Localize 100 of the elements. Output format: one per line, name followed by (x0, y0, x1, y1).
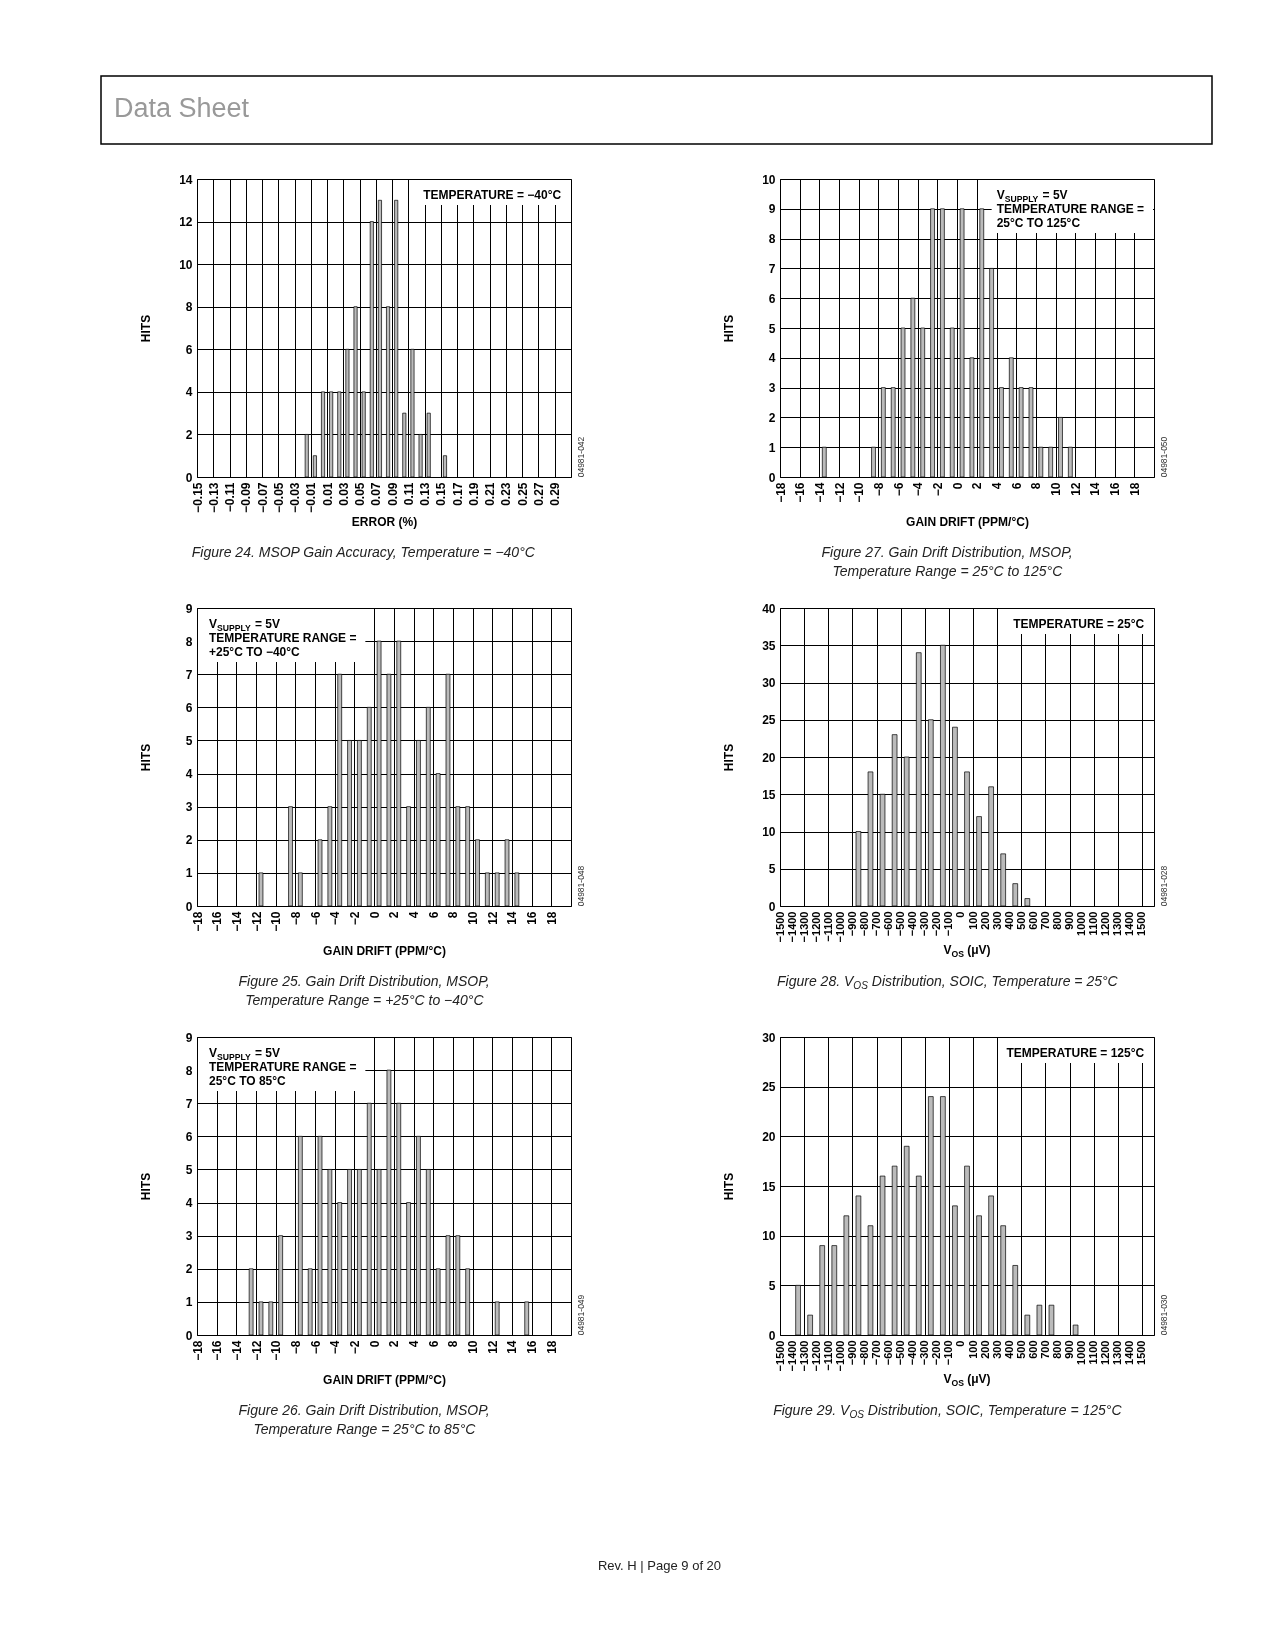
x-tick-label: 0.07 (369, 482, 384, 506)
x-tick-label: −12 (249, 1340, 264, 1361)
x-tick-label: 800 (1050, 911, 1063, 930)
x-tick-label: 0 (954, 1340, 967, 1347)
x-tick-label: −0.13 (206, 482, 221, 513)
x-tick-label: −600 (882, 911, 895, 937)
caption: Figure 26. Gain Drift Distribution, MSOP, Temperature Range = 25°C to 85°C (238, 1402, 490, 1437)
x-tick-label: 0 (367, 1340, 382, 1348)
x-tick-label: 14 (505, 911, 520, 925)
y-tick-label: 20 (762, 750, 776, 765)
x-tick-label: 10 (466, 1340, 481, 1354)
text: 04981-030 (1159, 1294, 1169, 1336)
y-tick-label: 3 (768, 381, 776, 396)
x-tick-label: −10 (269, 1340, 284, 1361)
y-tick-label: 25 (762, 713, 776, 728)
y-tick-label: 25 (762, 1080, 776, 1095)
caption: Figure 24. MSOP Gain Accuracy, Temperature = −40°C (191, 544, 536, 560)
y-tick-label: 5 (185, 733, 193, 748)
y-axis-title: HITS (138, 314, 153, 343)
x-tick-label: 12 (1068, 482, 1083, 496)
x-tick-label: −6 (891, 482, 906, 497)
x-tick-label: −18 (773, 482, 788, 503)
x-tick-label: 700 (1038, 1340, 1051, 1359)
x-tick-label: −700 (870, 911, 883, 937)
x-tick-label: −1500 (773, 911, 786, 943)
x-tick-label: −12 (832, 482, 847, 503)
x-tick-label: −800 (857, 911, 870, 937)
y-tick-label: 10 (762, 1229, 776, 1244)
x-tick-label: 0.13 (418, 482, 433, 506)
x-tick-label: 1500 (1135, 1340, 1148, 1365)
x-tick-label: −16 (210, 911, 225, 932)
y-tick-label: 5 (185, 1162, 193, 1177)
x-tick-label: 4 (407, 911, 422, 919)
x-tick-label: 1400 (1123, 1340, 1136, 1365)
x-tick-label: 600 (1026, 1340, 1039, 1359)
x-tick-label: −1200 (809, 911, 822, 943)
y-axis-title: HITS (138, 1172, 153, 1201)
y-tick-label: 1 (185, 1295, 193, 1310)
x-tick-label: 0.29 (548, 482, 563, 506)
caption: Figure 27. Gain Drift Distribution, MSOP, Temperature Range = 25°C to 125°C (821, 544, 1073, 579)
x-tick-label: 1400 (1123, 911, 1136, 936)
x-tick-label: −0.01 (304, 482, 319, 513)
x-tick-label: 16 (525, 911, 540, 925)
x-tick-label: 8 (446, 911, 461, 919)
x-tick-label: 6 (426, 1340, 441, 1348)
y-tick-label: 8 (768, 232, 776, 247)
x-tick-label: −0.11 (223, 482, 238, 513)
x-tick-label: −0.05 (271, 482, 286, 513)
x-tick-label: 300 (990, 1340, 1003, 1359)
caption: Figure 25. Gain Drift Distribution, MSOP, Temperature Range = +25°C to −40°C (238, 973, 490, 1008)
x-tick-label: 14 (1088, 482, 1103, 496)
x-tick-label: 6 (426, 911, 441, 919)
x-tick-label: −8 (288, 911, 303, 926)
x-tick-label: −16 (210, 1340, 225, 1361)
x-tick-label: 0.23 (499, 482, 514, 506)
x-tick-label: 18 (1127, 482, 1142, 496)
x-tick-label: 10 (466, 911, 481, 925)
x-tick-label: 100 (966, 911, 979, 930)
x-tick-label: −18 (190, 911, 205, 932)
x-tick-label: −8 (871, 482, 886, 497)
x-tick-label: 900 (1063, 1340, 1076, 1359)
y-tick-label: 6 (185, 1129, 193, 1144)
x-tick-label: 2 (970, 482, 985, 490)
x-tick-label: 12 (485, 911, 500, 925)
y-tick-label: 15 (762, 1179, 776, 1194)
x-tick-label: −0.09 (239, 482, 254, 513)
y-tick-label: 9 (768, 202, 776, 217)
x-tick-label: 200 (978, 911, 991, 930)
x-tick-label: −14 (229, 1340, 244, 1361)
x-tick-label: −2 (347, 1340, 362, 1355)
x-tick-label: 0.25 (515, 482, 530, 506)
y-axis-title: HITS (721, 1172, 736, 1201)
x-tick-label: 300 (990, 911, 1003, 930)
x-tick-label: −1100 (821, 911, 834, 942)
y-tick-label: 7 (185, 1096, 193, 1111)
y-tick-label: 6 (768, 291, 776, 306)
x-tick-label: −6 (308, 1340, 323, 1355)
x-tick-label: −700 (870, 1340, 883, 1366)
x-tick-label: −18 (190, 1340, 205, 1361)
x-axis-title: GAIN DRIFT (PPM/°C) (323, 1372, 446, 1387)
x-tick-label: −1500 (773, 1340, 786, 1372)
x-tick-label: −100 (942, 911, 955, 937)
x-tick-label: 0.17 (450, 482, 465, 506)
x-tick-label: 0.09 (385, 482, 400, 506)
x-tick-label: 16 (1108, 482, 1123, 496)
y-tick-label: 35 (762, 638, 776, 653)
x-tick-label: −800 (857, 1340, 870, 1366)
x-axis-title: ERROR (%) (351, 514, 418, 529)
x-tick-label: −1300 (797, 911, 810, 943)
x-axis-title: GAIN DRIFT (PPM/°C) (323, 943, 446, 958)
y-tick-label: 5 (768, 321, 776, 336)
y-tick-label: 8 (185, 300, 193, 315)
y-tick-label: 4 (185, 767, 193, 782)
y-tick-label: 10 (762, 172, 776, 187)
y-tick-label: 2 (185, 833, 193, 848)
x-tick-label: −0.15 (190, 482, 205, 513)
x-tick-label: 1200 (1099, 911, 1112, 936)
y-tick-label: 15 (762, 787, 776, 802)
x-tick-label: −1300 (797, 1340, 810, 1372)
x-tick-label: −16 (793, 482, 808, 503)
